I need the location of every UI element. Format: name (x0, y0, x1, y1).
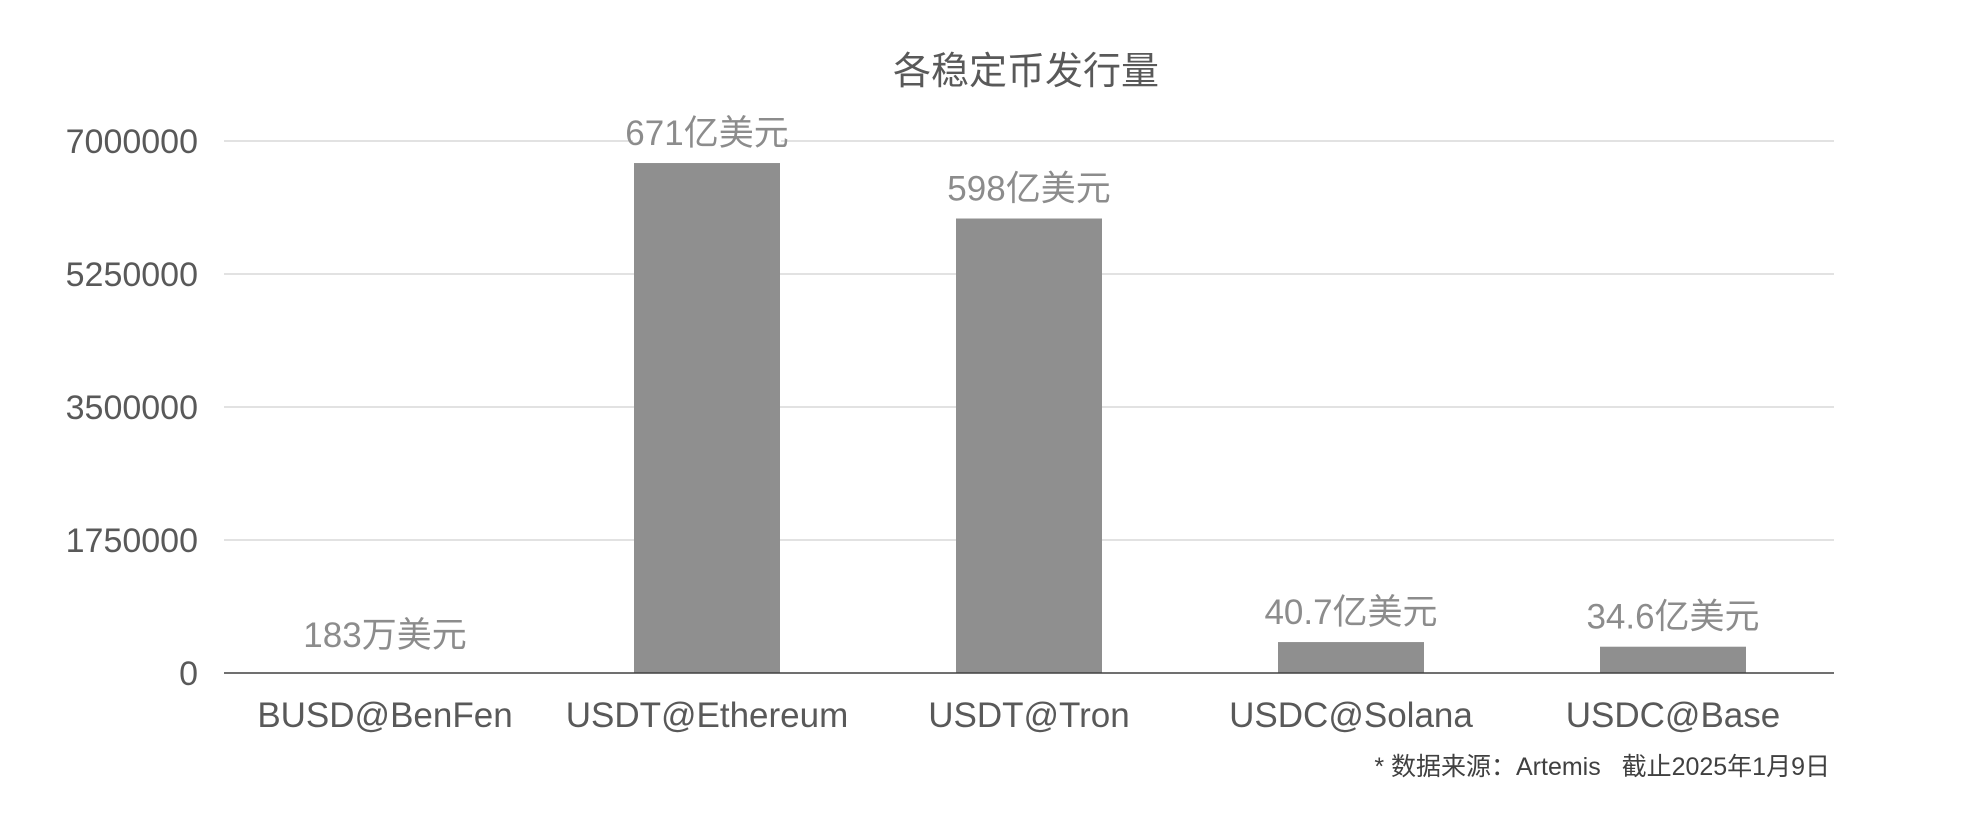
y-tick-label: 1750000 (66, 522, 198, 560)
y-tick-label: 0 (179, 655, 198, 693)
x-tick-label: USDT@Tron (928, 696, 1129, 735)
data-label: 671亿美元 (625, 114, 788, 153)
y-tick-label: 3500000 (66, 389, 198, 427)
footnote: * 数据来源：Artemis 截止2025年1月9日 (1374, 753, 1830, 781)
data-label: 598亿美元 (947, 170, 1110, 209)
x-tick-label: USDC@Solana (1229, 696, 1473, 735)
y-tick-label: 7000000 (66, 123, 198, 161)
x-tick-label: USDT@Ethereum (566, 696, 849, 735)
x-tick-label: BUSD@BenFen (257, 696, 512, 735)
data-label: 183万美元 (303, 616, 466, 655)
y-tick-label: 5250000 (66, 256, 198, 294)
bar (634, 163, 780, 673)
chart-title: 各稳定币发行量 (893, 51, 1159, 93)
bars (312, 163, 1746, 673)
bar (1600, 647, 1746, 673)
x-tick-label: USDC@Base (1566, 696, 1780, 735)
data-label: 34.6亿美元 (1586, 598, 1759, 637)
bar (956, 219, 1102, 673)
data-label: 40.7亿美元 (1264, 593, 1437, 632)
bar (1278, 642, 1424, 673)
